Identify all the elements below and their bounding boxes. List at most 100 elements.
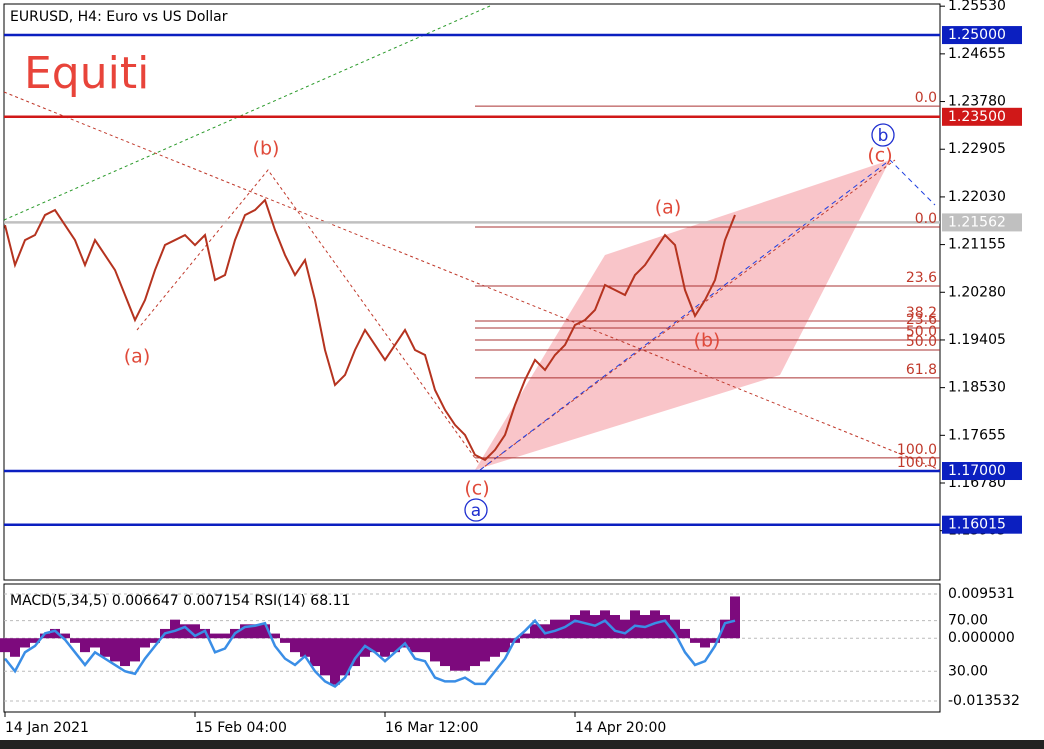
drawings <box>3 5 941 526</box>
y-tick-label: 1.23780 <box>948 94 1006 110</box>
y-tick-label: 1.21155 <box>948 237 1006 253</box>
macd-bar <box>520 633 530 639</box>
macd-bar <box>100 638 110 657</box>
macd-bar <box>310 638 320 667</box>
level-box <box>942 26 1022 45</box>
macd-bar <box>490 638 500 657</box>
y-tick-label: 70.00 <box>948 613 988 629</box>
macd-bar <box>280 638 290 643</box>
macd-bar <box>500 638 510 653</box>
macd-bar <box>50 628 60 639</box>
y-tick-label: 1.22905 <box>948 141 1006 157</box>
macd-bar <box>620 619 630 639</box>
wave-circle <box>871 123 895 147</box>
fib-label: 23.6 <box>906 270 937 286</box>
macd-bar <box>140 638 150 648</box>
macd-bar <box>710 638 720 643</box>
y-tick-label: 1.20280 <box>948 284 1006 300</box>
macd-bar <box>110 638 120 662</box>
macd-bar <box>380 638 390 657</box>
macd-bar <box>340 638 350 676</box>
macd-bar <box>40 633 50 639</box>
wave-label: b <box>878 126 889 146</box>
watermark: Equiti <box>24 48 149 99</box>
indicator-label: MACD(5,34,5) 0.006647 0.007154 RSI(14) 6… <box>10 593 350 609</box>
x-tick-label: 16 Mar 12:00 <box>385 720 478 736</box>
y-tick-label: 1.18530 <box>948 380 1006 396</box>
y-tick-label: 1.17655 <box>948 427 1006 443</box>
macd-bar <box>130 638 140 662</box>
macd-bar <box>210 633 220 639</box>
x-tick-label: 14 Jan 2021 <box>5 720 89 736</box>
level-label: 1.23500 <box>948 109 1006 125</box>
y-tick-label: 30.00 <box>948 663 988 679</box>
macd-bar <box>270 633 280 639</box>
macd-bar <box>720 619 730 639</box>
y-tick-label: 1.22030 <box>948 189 1006 205</box>
macd-bar <box>550 619 560 639</box>
fib-label: 23.6 <box>906 312 937 328</box>
fib-label: 100.0 <box>897 455 937 471</box>
macd-bar <box>320 638 330 676</box>
fib-label: 100.0 <box>897 442 937 458</box>
fib-label: 38.2 <box>906 305 937 321</box>
wave-label: (b) <box>253 138 280 160</box>
macd-bar <box>170 619 180 639</box>
macd-bar <box>390 638 400 653</box>
macd-bar <box>20 638 30 648</box>
macd-bar <box>250 624 260 639</box>
macd-bar <box>670 619 680 639</box>
macd-bar <box>290 638 300 653</box>
bottom-strip <box>0 740 1044 749</box>
price-line <box>4 198 736 462</box>
macd-bar <box>600 610 610 639</box>
x-tick-label: 15 Feb 04:00 <box>195 720 287 736</box>
macd-bar <box>90 638 100 648</box>
macd-bar <box>540 624 550 639</box>
wave-label: (c) <box>464 478 489 500</box>
macd-bar <box>30 638 40 643</box>
macd-bar <box>610 615 620 639</box>
macd-bar <box>300 638 310 657</box>
macd-bar <box>660 615 670 639</box>
level-box <box>942 107 1022 126</box>
macd-bar <box>570 615 580 639</box>
macd-bar <box>10 638 20 657</box>
macd-bar <box>190 624 200 639</box>
y-tick-label: -0.013532 <box>948 693 1020 709</box>
macd-bar <box>460 638 470 671</box>
fib-label: 50.0 <box>906 334 937 350</box>
y-tick-label: 1.24655 <box>948 46 1006 62</box>
rsi-line <box>4 618 736 688</box>
macd-bar <box>470 638 480 667</box>
macd-bar <box>330 638 340 685</box>
level-label: 1.21562 <box>948 214 1006 230</box>
trend-line <box>3 91 941 471</box>
trend-line <box>3 5 491 221</box>
macd-bar <box>260 624 270 639</box>
macd-bar <box>180 624 190 639</box>
fib-label: 0.0 <box>915 90 937 106</box>
fib-label: 50.0 <box>906 324 937 340</box>
macd-bar <box>690 638 700 643</box>
macd-bar <box>530 624 540 639</box>
level-box <box>942 462 1022 481</box>
macd-bar <box>60 633 70 639</box>
macd-bar <box>440 638 450 667</box>
y-tick-label: 0.009531 <box>948 586 1015 602</box>
channel <box>475 160 890 470</box>
chart-title: EURUSD, H4: Euro vs US Dollar <box>10 9 228 25</box>
macd-bar <box>120 638 130 667</box>
level-box <box>942 213 1022 232</box>
macd-bar <box>420 638 430 653</box>
macd-bar <box>410 638 420 653</box>
trend-line <box>479 159 896 471</box>
macd-bar <box>480 638 490 662</box>
level-label: 1.16015 <box>948 517 1006 533</box>
zigzag <box>136 169 481 466</box>
wave-label: (a) <box>655 197 681 219</box>
trend-line <box>479 159 936 471</box>
fib-label: 0.0 <box>915 211 937 227</box>
y-tick-label: 1.19405 <box>948 332 1006 348</box>
